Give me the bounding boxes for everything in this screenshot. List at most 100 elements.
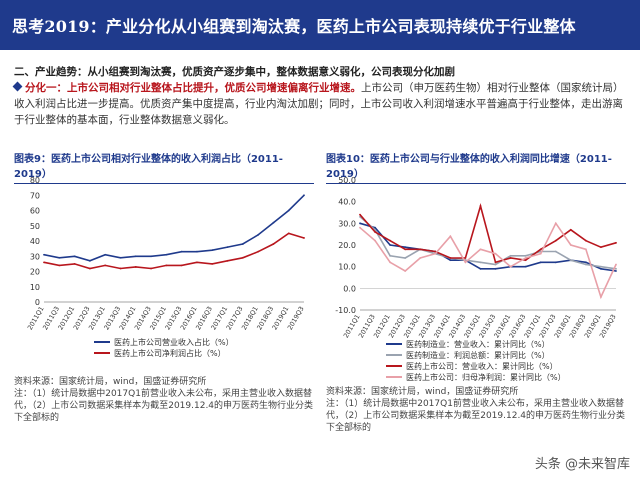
series-line	[359, 221, 617, 300]
data-point	[180, 250, 183, 253]
data-point	[43, 253, 45, 256]
data-point	[494, 263, 497, 266]
data-point	[359, 213, 361, 216]
data-point	[211, 262, 214, 265]
series-line	[43, 194, 305, 262]
diamond-bullet-icon	[12, 81, 23, 92]
y-tick-label: 10	[30, 283, 40, 292]
header-bar: 思考2019：产业分化从小组赛到淘汰赛，医药上市公司表现持续优于行业整体	[0, 0, 640, 50]
data-point	[180, 264, 183, 267]
data-point	[58, 264, 61, 267]
data-point	[434, 250, 437, 253]
data-point	[615, 267, 617, 270]
data-point	[165, 264, 168, 267]
data-point	[73, 262, 76, 265]
chart-10-title: 图表10：医药上市公司与行业整体的收入利润同比增速（2011-2019）	[326, 150, 626, 184]
data-point	[509, 257, 512, 259]
data-point	[226, 259, 229, 262]
y-tick-label: 20.0	[338, 241, 356, 250]
y-tick-label: 70	[30, 191, 40, 200]
chart-10: 图表10：医药上市公司与行业整体的收入利润同比增速（2011-2019） -10…	[326, 150, 626, 433]
data-point	[241, 243, 244, 245]
data-point	[226, 246, 229, 248]
data-point	[404, 257, 407, 259]
content-section: 二、产业趋势：从小组赛到淘汰赛，优质资产逐步集中，整体数据意义弱化，公司表现分化…	[12, 64, 626, 128]
data-point	[359, 226, 361, 229]
legend-label: 医药上市公司净利润占比（%）	[114, 348, 226, 358]
data-point	[404, 248, 407, 251]
data-point	[43, 261, 45, 264]
data-point	[584, 263, 587, 266]
data-point	[539, 261, 542, 264]
y-tick-label: 30	[30, 252, 40, 261]
data-point	[119, 256, 122, 259]
data-point	[287, 209, 290, 212]
data-point	[539, 248, 542, 251]
data-point	[600, 296, 602, 298]
data-point	[134, 255, 137, 258]
page-title: 思考2019：产业分化从小组赛到淘汰赛，医药上市公司表现持续优于行业整体	[12, 17, 576, 36]
data-point	[104, 253, 107, 256]
data-point	[359, 222, 361, 225]
data-point	[272, 243, 275, 245]
data-point	[389, 254, 392, 257]
data-point	[134, 266, 137, 268]
data-point	[389, 244, 392, 246]
data-point	[419, 257, 422, 259]
data-point	[479, 261, 482, 264]
data-point	[524, 257, 527, 259]
data-point	[479, 267, 482, 270]
data-point	[374, 226, 376, 229]
data-point	[73, 255, 76, 258]
data-point	[389, 239, 392, 242]
data-point	[554, 261, 557, 264]
data-point	[287, 232, 290, 235]
data-point	[449, 257, 452, 259]
data-point	[494, 261, 497, 264]
legend-label: 医药上市公司营业收入占比（%）	[114, 337, 234, 347]
chart-9-source: 资料来源：国家统计局，wind，国盛证券研究所	[14, 377, 207, 387]
data-point	[88, 259, 91, 262]
y-tick-label: 10.0	[338, 263, 356, 272]
chart-10-plot: -10.00.010.020.030.040.050.02011Q12011Q3…	[335, 176, 617, 382]
data-point	[584, 239, 587, 242]
data-point	[554, 222, 557, 225]
y-tick-label: 60	[30, 207, 40, 216]
data-point	[479, 205, 482, 207]
y-tick-label: 30.0	[338, 219, 356, 228]
chart-9-note: 注：（1）统计局数据中2017Q1前营业收入未公布，采用主营业收入数据替代，（2…	[14, 389, 314, 423]
data-point	[389, 261, 392, 264]
chart-10-source: 资料来源：国家统计局，wind，国盛证券研究所	[326, 387, 519, 397]
data-point	[615, 241, 617, 244]
data-point	[479, 248, 482, 251]
data-point	[374, 239, 376, 242]
data-point	[524, 265, 527, 268]
data-point	[272, 221, 275, 224]
y-tick-label: 80	[30, 176, 40, 185]
legend-label: 医药制造业：营业收入：累计同比（%）	[406, 339, 550, 349]
data-point	[615, 270, 617, 272]
series-line	[359, 216, 617, 270]
data-point	[104, 264, 107, 267]
data-point	[600, 265, 602, 268]
y-tick-label: 50.0	[338, 176, 356, 185]
data-point	[150, 255, 152, 258]
chart-9: 图表9：医药上市公司相对行业整体的收入利润占比（2011-2019） 0 10 20…	[14, 150, 314, 430]
data-point	[419, 248, 422, 251]
data-point	[165, 253, 168, 256]
y-tick-label: 0.0	[343, 284, 356, 293]
data-point	[569, 228, 572, 231]
data-point	[196, 261, 198, 264]
watermark: 头条 @未来智库	[534, 457, 630, 472]
y-tick-label: 20	[30, 268, 40, 277]
data-point	[584, 248, 587, 251]
data-point	[554, 250, 557, 253]
data-point	[211, 249, 214, 252]
data-point	[615, 263, 617, 266]
data-point	[524, 259, 527, 262]
data-point	[257, 250, 260, 253]
legend-label: 医药上市公司：营业收入：累计同比（%）	[406, 361, 558, 371]
y-tick-label: 50	[30, 222, 40, 231]
data-point	[88, 267, 91, 270]
bullet-text: 上市公司（申万医药生物）相对行业整体（国家统计局）收入利润占比进一步提高。优质资…	[14, 82, 624, 126]
